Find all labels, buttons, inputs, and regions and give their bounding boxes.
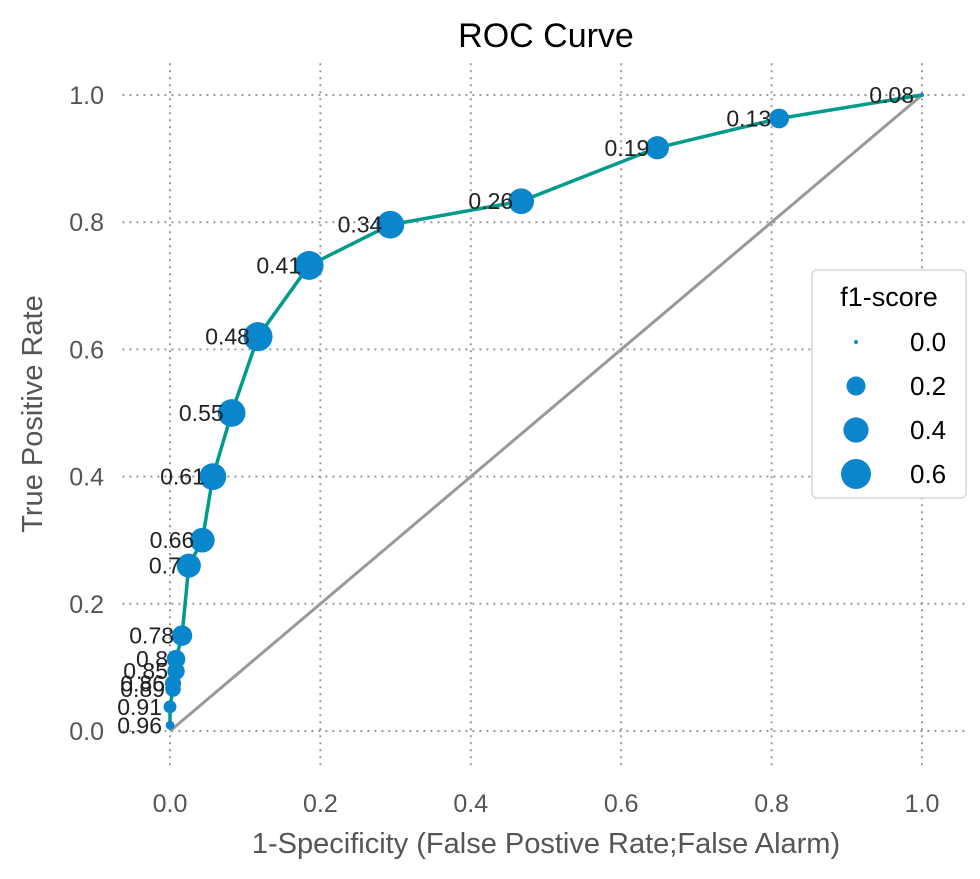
threshold-label: 0.91 <box>117 694 162 720</box>
y-tick-label: 0.2 <box>69 591 104 619</box>
roc-point <box>645 136 669 160</box>
threshold-label: 0.7 <box>149 553 181 579</box>
y-axis-label: True Positive Rate <box>17 295 49 532</box>
threshold-labels: 0.08 0.13 0.19 0.26 0.34 0.41 0.48 0.55 0.61 0.66… <box>117 82 914 738</box>
roc-point <box>189 527 215 553</box>
legend-label: 0.2 <box>910 371 946 401</box>
roc-point <box>294 251 324 280</box>
legend-marker <box>841 459 871 489</box>
y-tick-label: 0.6 <box>69 336 104 364</box>
roc-point <box>217 399 246 427</box>
roc-point <box>508 188 535 215</box>
threshold-label: 0.55 <box>179 400 224 426</box>
threshold-label: 0.66 <box>150 527 195 553</box>
threshold-label: 0.8 <box>136 646 168 672</box>
y-tick-label: 0.4 <box>69 464 104 492</box>
y-tick-labels: 0.0 0.2 0.4 0.6 0.8 1.0 <box>69 82 104 746</box>
x-tick-label: 0.4 <box>453 790 488 818</box>
legend-label: 0.0 <box>910 327 946 357</box>
roc-point <box>769 108 789 129</box>
roc-point <box>243 322 273 352</box>
legend-label: 0.4 <box>910 415 946 445</box>
legend-label: 0.6 <box>910 459 946 489</box>
x-tick-label: 0.0 <box>153 790 188 818</box>
x-tick-labels: 0.0 0.2 0.4 0.6 0.8 1.0 <box>153 790 940 818</box>
roc-point <box>163 700 177 714</box>
y-tick-label: 0.8 <box>69 209 104 237</box>
diagonal-line <box>169 93 923 733</box>
threshold-label: 0.89 <box>120 676 165 702</box>
legend: f1-score 0.0 0.2 0.4 0.6 <box>811 269 967 499</box>
threshold-label: 0.85 <box>123 658 168 684</box>
roc-point <box>176 553 201 578</box>
roc-point <box>165 681 181 697</box>
threshold-label: 0.08 <box>869 82 914 108</box>
roc-point <box>376 210 405 239</box>
x-tick-label: 0.2 <box>303 790 338 818</box>
threshold-label: 0.78 <box>129 623 174 649</box>
x-tick-label: 0.6 <box>604 790 639 818</box>
roc-point <box>920 93 924 97</box>
legend-marker <box>843 417 869 443</box>
threshold-label: 0.13 <box>726 106 771 132</box>
threshold-label: 0.19 <box>605 135 650 161</box>
threshold-label: 0.96 <box>117 712 162 738</box>
legend-marker <box>846 376 866 396</box>
roc-point <box>165 720 175 730</box>
roc-point <box>171 625 193 646</box>
chart-title: ROC Curve <box>458 17 634 55</box>
roc-point <box>166 649 186 669</box>
diagonal-reference <box>169 93 923 733</box>
y-tick-label: 0.0 <box>69 718 104 746</box>
legend-entries: 0.0 0.2 0.4 0.6 <box>841 327 946 489</box>
threshold-label: 0.34 <box>338 212 383 238</box>
threshold-label: 0.41 <box>256 252 301 278</box>
legend-marker <box>854 340 858 344</box>
x-axis-label: 1-Specificity (False Postive Rate;False … <box>252 828 840 860</box>
roc-points <box>163 93 924 730</box>
threshold-label: 0.86 <box>120 670 165 696</box>
y-tick-label: 1.0 <box>69 82 104 110</box>
threshold-label: 0.61 <box>160 464 205 490</box>
threshold-label: 0.48 <box>205 324 250 350</box>
x-tick-label: 0.8 <box>754 790 789 818</box>
x-tick-label: 1.0 <box>905 790 940 818</box>
threshold-label: 0.26 <box>468 188 513 214</box>
legend-title: f1-score <box>840 282 938 312</box>
roc-point <box>199 463 227 490</box>
